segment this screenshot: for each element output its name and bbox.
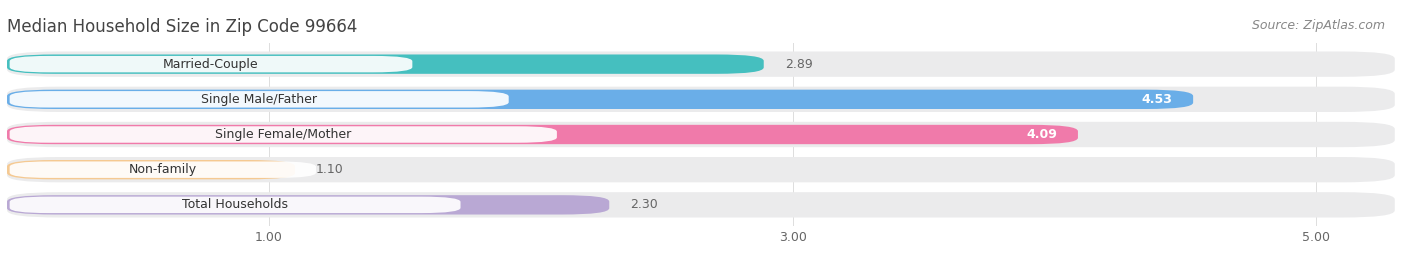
FancyBboxPatch shape — [7, 195, 609, 215]
FancyBboxPatch shape — [10, 56, 412, 72]
Text: Median Household Size in Zip Code 99664: Median Household Size in Zip Code 99664 — [7, 18, 357, 36]
Text: 1.10: 1.10 — [316, 163, 343, 176]
FancyBboxPatch shape — [7, 192, 1395, 218]
FancyBboxPatch shape — [10, 161, 316, 178]
FancyBboxPatch shape — [7, 87, 1395, 112]
Text: Non-family: Non-family — [129, 163, 197, 176]
FancyBboxPatch shape — [10, 91, 509, 108]
Text: 2.89: 2.89 — [785, 58, 813, 71]
FancyBboxPatch shape — [7, 122, 1395, 147]
Text: 4.09: 4.09 — [1026, 128, 1057, 141]
Text: Source: ZipAtlas.com: Source: ZipAtlas.com — [1251, 19, 1385, 32]
Text: Single Male/Father: Single Male/Father — [201, 93, 318, 106]
FancyBboxPatch shape — [7, 90, 1194, 109]
Text: Total Households: Total Households — [183, 198, 288, 211]
Text: Married-Couple: Married-Couple — [163, 58, 259, 71]
FancyBboxPatch shape — [7, 51, 1395, 77]
FancyBboxPatch shape — [7, 54, 763, 74]
Text: 4.53: 4.53 — [1142, 93, 1173, 106]
FancyBboxPatch shape — [10, 126, 557, 143]
Text: Single Female/Mother: Single Female/Mother — [215, 128, 352, 141]
FancyBboxPatch shape — [7, 160, 295, 179]
FancyBboxPatch shape — [10, 197, 461, 213]
Text: 2.30: 2.30 — [630, 198, 658, 211]
FancyBboxPatch shape — [7, 125, 1078, 144]
FancyBboxPatch shape — [7, 157, 1395, 182]
